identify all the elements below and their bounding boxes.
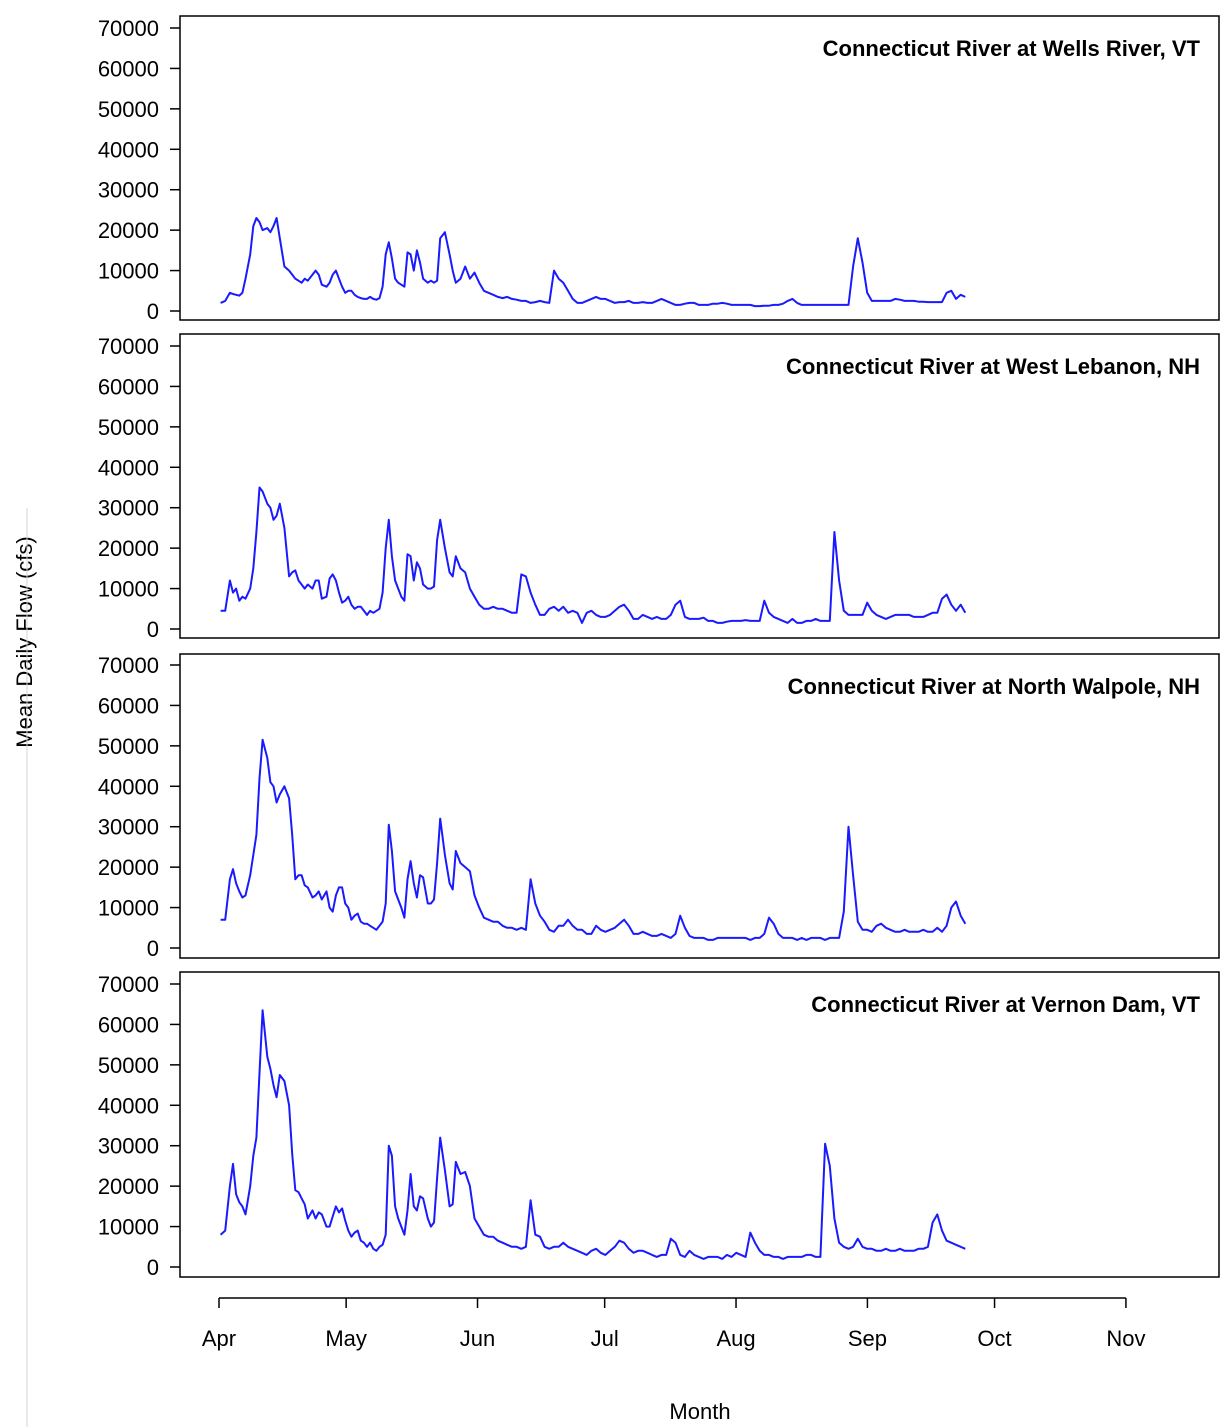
y-tick-label: 70000 (98, 653, 159, 678)
y-tick-label: 40000 (98, 137, 159, 162)
panel-4: 0 10000 20000 30000 40000 50000 60000 70000 Conn… (98, 971, 1220, 1280)
y-tick-label: 40000 (98, 455, 159, 480)
y-tick-label: 60000 (98, 374, 159, 399)
y-tick-label: 20000 (98, 855, 159, 880)
y-tick-label: 10000 (98, 577, 159, 602)
y-tick-label: 30000 (98, 496, 159, 521)
y-tick-label: 30000 (98, 178, 159, 203)
panel-title: Connecticut River at North Walpole, NH (788, 674, 1200, 699)
y-tick-label: 60000 (98, 693, 159, 718)
y-tick-label: 0 (147, 617, 159, 642)
y-axis-title: Mean Daily Flow (cfs) (12, 536, 37, 747)
y-tick-label: 70000 (98, 334, 159, 359)
y-tick-label: 10000 (98, 896, 159, 921)
y-tick-label: 50000 (98, 415, 159, 440)
panel-3: 0 10000 20000 30000 40000 50000 60000 70000 Conn… (98, 653, 1220, 961)
panels-layer: 0 10000 20000 30000 40000 50000 60000 70000 Conn… (98, 15, 1220, 1280)
flow-series-line (219, 1009, 966, 1260)
y-tick-label: 10000 (98, 1215, 159, 1240)
panel-frame (179, 15, 1220, 321)
y-tick-label: 50000 (98, 734, 159, 759)
panel-2: 0 10000 20000 30000 40000 50000 60000 70000 Conn… (98, 333, 1220, 642)
panel-title: Connecticut River at Wells River, VT (823, 36, 1201, 61)
x-axis-title: Month (669, 1399, 730, 1424)
x-tick-label: May (325, 1326, 367, 1351)
y-tick-label: 70000 (98, 16, 159, 41)
x-tick-label: Jun (460, 1326, 495, 1351)
y-tick-label: 0 (147, 936, 159, 961)
y-tick-label: 70000 (98, 972, 159, 997)
x-tick-label: Sep (848, 1326, 887, 1351)
flow-series-line (220, 738, 967, 941)
y-tick-label: 50000 (98, 97, 159, 122)
y-tick-label: 30000 (98, 815, 159, 840)
x-tick-label: Oct (977, 1326, 1011, 1351)
panel-frame (179, 333, 1220, 639)
flow-series-line (220, 217, 966, 308)
y-tick-label: 20000 (98, 536, 159, 561)
x-tick-label: Apr (202, 1326, 236, 1351)
y-tick-label: 60000 (98, 56, 159, 81)
panel-frame (179, 971, 1220, 1278)
y-tick-label: 50000 (98, 1053, 159, 1078)
y-tick-label: 60000 (98, 1012, 159, 1037)
y-tick-label: 40000 (98, 1093, 159, 1118)
x-tick-label: Nov (1106, 1326, 1145, 1351)
panel-title: Connecticut River at West Lebanon, NH (786, 354, 1200, 379)
panel-1: 0 10000 20000 30000 40000 50000 60000 70000 Conn… (98, 15, 1220, 324)
panel-frame (179, 653, 1220, 959)
y-tick-label: 0 (147, 1255, 159, 1280)
y-tick-label: 10000 (98, 259, 159, 284)
y-tick-label: 30000 (98, 1134, 159, 1159)
flow-series-line (220, 486, 967, 624)
y-tick-label: 40000 (98, 774, 159, 799)
x-tick-label: Aug (716, 1326, 755, 1351)
y-tick-label: 20000 (98, 1174, 159, 1199)
x-tick-label: Jul (591, 1326, 619, 1351)
panel-title: Connecticut River at Vernon Dam, VT (811, 992, 1200, 1017)
x-axis: Apr May Jun Jul Aug Sep Oct Nov (202, 1297, 1145, 1351)
y-tick-label: 0 (147, 299, 159, 324)
y-tick-label: 20000 (98, 218, 159, 243)
